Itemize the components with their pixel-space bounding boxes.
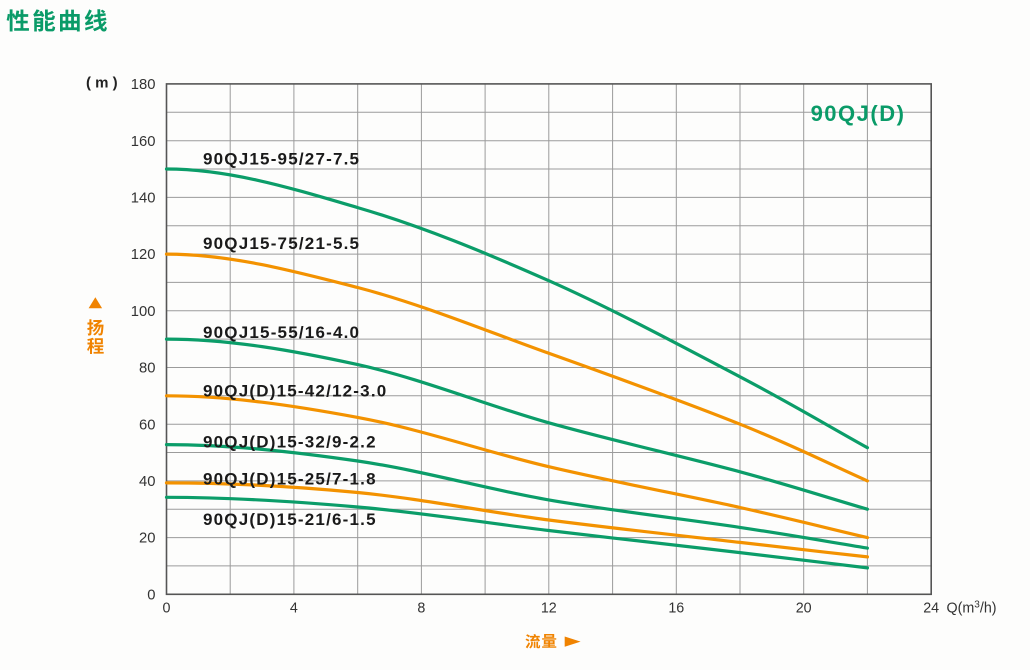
svg-text:140: 140 — [131, 191, 156, 207]
svg-text:90QJ(D)15-32/9-2.2: 90QJ(D)15-32/9-2.2 — [203, 433, 377, 452]
svg-text:160: 160 — [131, 134, 156, 150]
svg-text:4: 4 — [290, 601, 298, 617]
svg-text:90QJ(D)15-25/7-1.8: 90QJ(D)15-25/7-1.8 — [203, 470, 377, 489]
svg-text:Q(m3/h): Q(m3/h) — [947, 600, 997, 617]
svg-text:20: 20 — [139, 531, 155, 547]
svg-text:90QJ15-95/27-7.5: 90QJ15-95/27-7.5 — [203, 150, 360, 169]
svg-text:60: 60 — [139, 417, 155, 433]
svg-text:90QJ15-55/16-4.0: 90QJ15-55/16-4.0 — [203, 323, 360, 342]
svg-text:24: 24 — [923, 601, 939, 617]
svg-text:16: 16 — [668, 601, 684, 617]
svg-text:8: 8 — [417, 601, 425, 617]
svg-text:80: 80 — [139, 361, 155, 377]
svg-text:90QJ(D): 90QJ(D) — [811, 101, 906, 126]
svg-text:90QJ15-75/21-5.5: 90QJ15-75/21-5.5 — [203, 234, 360, 253]
svg-text:( m ): ( m ) — [86, 75, 118, 92]
svg-text:100: 100 — [131, 304, 156, 320]
svg-text:0: 0 — [163, 601, 171, 617]
svg-text:90QJ(D)15-21/6-1.5: 90QJ(D)15-21/6-1.5 — [203, 510, 377, 529]
svg-text:180: 180 — [131, 77, 156, 93]
svg-text:40: 40 — [139, 474, 155, 490]
svg-text:12: 12 — [541, 601, 557, 617]
svg-text:20: 20 — [796, 601, 812, 617]
svg-text:90QJ(D)15-42/12-3.0: 90QJ(D)15-42/12-3.0 — [203, 382, 387, 401]
svg-text:0: 0 — [147, 587, 155, 603]
svg-text:120: 120 — [131, 247, 156, 263]
